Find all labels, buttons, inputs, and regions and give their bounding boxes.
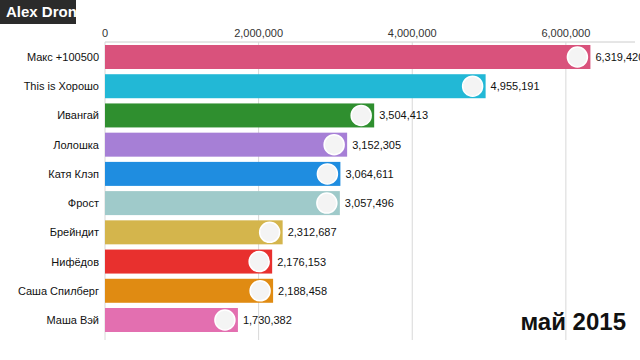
bar: [105, 162, 340, 186]
tick-label: 6,000,000: [541, 27, 590, 39]
category-label: This is Хорошо: [24, 80, 99, 92]
bar: [105, 133, 347, 157]
category-label: Маша Вэй: [47, 314, 100, 326]
x-axis-line: [105, 42, 635, 43]
category-label: Лолошка: [53, 139, 100, 151]
avatar: [215, 310, 235, 330]
bars: [105, 45, 590, 332]
bar: [105, 45, 590, 69]
data-label: 3,504,413: [379, 109, 428, 121]
bar: [105, 250, 272, 274]
data-label: 4,955,191: [491, 80, 540, 92]
data-label: 1,730,382: [243, 314, 292, 326]
bar: [105, 103, 374, 127]
tick-label: 2,000,000: [234, 27, 283, 39]
category-label: Ивангай: [57, 109, 99, 121]
data-label: 2,176,153: [277, 256, 326, 268]
tick-label: 4,000,000: [388, 27, 437, 39]
data-label: 3,064,611: [345, 168, 393, 180]
grid-line: [565, 42, 566, 340]
data-label: 3,152,305: [352, 139, 401, 151]
bar: [105, 279, 273, 303]
bar: [105, 308, 238, 332]
avatar: [463, 76, 483, 96]
category-label: Фрост: [68, 197, 99, 209]
category-label: Нифёдов: [51, 256, 99, 268]
avatar: [324, 135, 344, 155]
avatar: [317, 193, 337, 213]
chart: 0 2,000,000 4,000,000 6,000,000 Макс +100500…: [0, 0, 640, 360]
data-label: 6,319,420: [595, 51, 640, 63]
bar: [105, 220, 283, 244]
avatar: [567, 47, 587, 67]
data-label: 3,057,496: [345, 197, 394, 209]
bar: [105, 191, 340, 215]
avatar: [317, 164, 337, 184]
avatar: [351, 105, 371, 125]
category-label: Брейндит: [50, 226, 99, 238]
title: Alex Dronn: [6, 3, 86, 20]
avatar: [260, 222, 280, 242]
data-label: 2,312,687: [288, 226, 337, 238]
tick-label: 0: [102, 27, 108, 39]
category-label: Макс +100500: [27, 51, 99, 63]
date-annotation: май 2015: [520, 308, 626, 335]
category-label: Саша Спилберг: [18, 285, 99, 297]
data-label: 2,188,458: [278, 285, 327, 297]
avatar: [249, 252, 269, 272]
bar: [105, 74, 486, 98]
avatar: [250, 281, 270, 301]
category-label: Катя Клэп: [48, 168, 99, 180]
